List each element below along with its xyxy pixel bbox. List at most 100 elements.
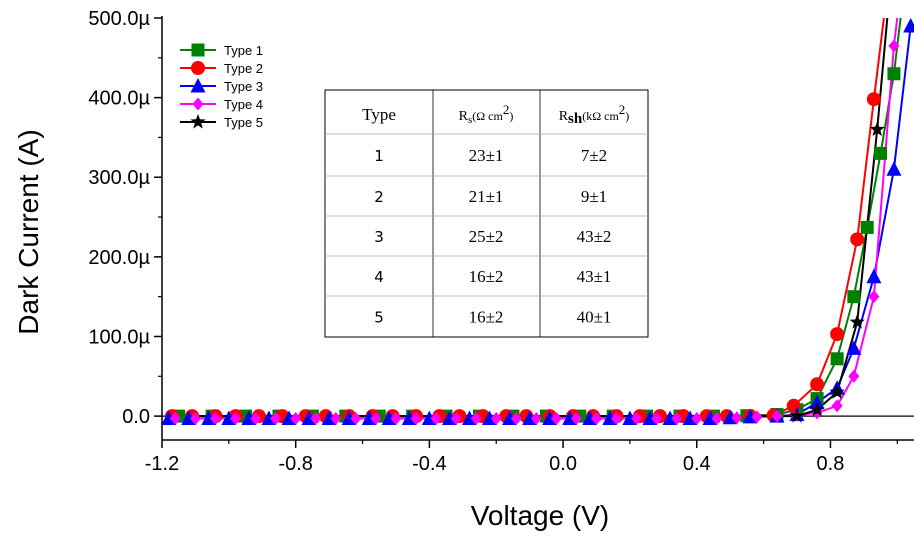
data-point-series-4 <box>711 412 723 426</box>
data-point-series-3 <box>903 17 914 33</box>
legend-marker-1 <box>191 43 205 57</box>
legend-marker-3 <box>190 78 206 93</box>
data-point-series-4 <box>310 412 322 426</box>
table-frame <box>324 89 649 338</box>
data-point-series-4 <box>410 412 422 426</box>
data-point-series-4 <box>189 412 201 426</box>
data-point-series-4 <box>330 412 342 426</box>
x-tick-label: -1.2 <box>145 453 179 475</box>
data-point-series-4 <box>350 412 362 426</box>
table-cell-r4-c2: 16±2 <box>469 267 504 286</box>
legend: Type 1 Type 2 Type 3 Type 4 Type 5 <box>180 43 263 130</box>
data-point-series-4 <box>651 412 663 426</box>
data-point-series-4 <box>868 290 880 304</box>
parameter-table: Type Rs(Ω cm2) Rsh(kΩ cm2) 1 23±1 7±2 2 21±1 9±1… <box>324 89 649 338</box>
x-tick-label: 0.8 <box>817 453 845 475</box>
y-tick-label: 0.0 <box>122 406 150 428</box>
data-point-series-4 <box>570 412 582 426</box>
x-tick-label: -0.4 <box>412 453 446 475</box>
table-header-1: Type <box>362 105 396 124</box>
data-point-series-2 <box>866 92 881 107</box>
data-point-series-4 <box>390 412 402 426</box>
data-point-series-4 <box>751 410 763 424</box>
data-point-series-4 <box>631 412 643 426</box>
table-cell-r3-c2: 25±2 <box>469 227 504 246</box>
data-point-series-5 <box>869 121 885 136</box>
table-cell-r3-c3: 43±2 <box>577 227 612 246</box>
data-point-series-4 <box>270 412 282 426</box>
legend-label-5: Type 5 <box>224 115 263 130</box>
data-point-series-2 <box>850 232 865 247</box>
data-point-series-4 <box>250 412 262 426</box>
x-axis-title: Voltage (V) <box>471 500 610 531</box>
y-tick-label: 500.0µ <box>88 8 150 30</box>
data-point-series-4 <box>450 412 462 426</box>
data-point-series-5 <box>809 401 825 417</box>
data-point-series-4 <box>430 412 442 426</box>
axes: -1.2 -0.8 -0.4 0.0 0.4 0.8 0.0 100.0µ 200.0µ 300.… <box>88 8 914 475</box>
table-cell-r4-c3: 43±1 <box>577 267 612 286</box>
data-point-series-1 <box>874 146 888 160</box>
data-point-series-2 <box>830 327 845 342</box>
data-point-series-1 <box>887 67 901 81</box>
plot-area <box>161 17 914 426</box>
table-cell-r5-c2: 16±2 <box>469 308 504 327</box>
table-cell-r3-c1: 3 <box>374 228 384 246</box>
y-axis-title: Dark Current (A) <box>13 129 44 334</box>
table-cell-r5-c3: 40±1 <box>577 308 612 327</box>
legend-label-1: Type 1 <box>224 43 263 58</box>
data-point-series-4 <box>290 412 302 426</box>
data-point-series-4 <box>671 412 683 426</box>
series-markers <box>161 17 914 426</box>
data-point-series-4 <box>590 412 602 426</box>
data-point-series-4 <box>550 412 562 426</box>
data-point-series-5 <box>789 408 805 423</box>
data-point-series-1 <box>847 290 861 304</box>
data-point-series-4 <box>490 412 502 426</box>
data-point-series-4 <box>510 412 522 426</box>
table-cell-r1-c2: 23±1 <box>469 146 504 165</box>
data-point-series-5 <box>829 384 845 399</box>
legend-marker-5 <box>190 114 206 129</box>
data-point-series-4 <box>470 412 482 426</box>
data-point-series-3 <box>866 268 882 284</box>
data-point-series-4 <box>888 39 900 53</box>
x-tick-label: 0.0 <box>549 453 577 475</box>
table-header-3: Rsh(kΩ cm2) <box>559 102 630 127</box>
x-tick-label: 0.4 <box>683 453 711 475</box>
data-point-series-4 <box>848 369 860 383</box>
table-cell-r2-c2: 21±1 <box>469 187 504 206</box>
data-point-series-4 <box>611 412 623 426</box>
data-point-series-4 <box>771 409 783 423</box>
data-point-series-1 <box>830 352 844 366</box>
data-point-series-4 <box>731 411 743 425</box>
legend-label-3: Type 3 <box>224 79 263 94</box>
data-point-series-2 <box>810 377 825 392</box>
x-tick-label: -0.8 <box>278 453 312 475</box>
data-point-series-3 <box>886 161 902 176</box>
data-point-series-4 <box>530 412 542 426</box>
table-cell-r1-c1: 1 <box>374 147 384 165</box>
table-cell-r5-c1: 5 <box>374 309 384 327</box>
y-tick-label: 100.0µ <box>88 326 150 348</box>
legend-label-2: Type 2 <box>224 61 263 76</box>
table-cell-r1-c3: 7±2 <box>581 146 607 165</box>
data-point-series-5 <box>849 314 865 329</box>
y-tick-label: 300.0µ <box>88 167 150 189</box>
legend-label-4: Type 4 <box>224 97 263 112</box>
table-cell-r4-c1: 4 <box>374 268 384 286</box>
data-point-series-4 <box>831 399 843 413</box>
table-cell-r2-c1: 2 <box>374 188 384 206</box>
data-point-series-3 <box>846 340 862 355</box>
data-point-series-4 <box>209 412 221 426</box>
table-header-2: Rs(Ω cm2) <box>459 102 514 126</box>
y-tick-label: 200.0µ <box>88 247 150 269</box>
legend-marker-4 <box>192 97 204 111</box>
legend-marker-2 <box>191 61 205 75</box>
data-point-series-4 <box>230 412 242 426</box>
data-point-series-4 <box>169 412 181 426</box>
y-tick-label: 400.0µ <box>88 88 150 110</box>
data-point-series-4 <box>691 412 703 426</box>
data-point-series-4 <box>370 412 382 426</box>
